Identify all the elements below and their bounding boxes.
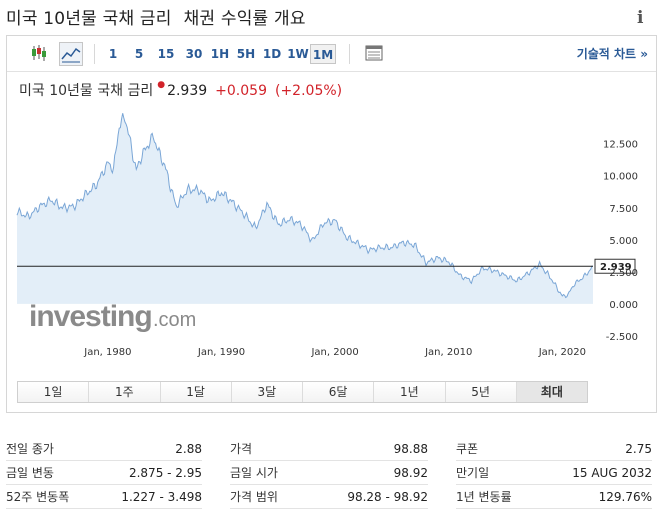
toolbar-divider: [94, 44, 95, 64]
range-6m-button[interactable]: 6달: [303, 382, 375, 402]
range-1y-button[interactable]: 1년: [374, 382, 446, 402]
interval-1d-button[interactable]: 1D: [262, 47, 282, 61]
stat-label: 전일 종가: [6, 437, 93, 461]
quote-change: +0.059: [215, 83, 267, 99]
y-tick-label: 7.500: [609, 204, 638, 215]
series-line: [16, 113, 594, 299]
range-max-button[interactable]: 최대: [516, 382, 587, 402]
logo-suffix: .com: [153, 309, 196, 331]
technical-chart-link[interactable]: 기술적 차트 »: [576, 47, 648, 61]
stat-value: 2.88: [92, 437, 202, 461]
quote-change-pct: (+2.05%): [274, 83, 343, 99]
interval-1m-button[interactable]: 1M: [310, 44, 336, 64]
stat-row: 금일 변동 2.875 - 2.95: [6, 460, 202, 485]
y-tick-label: 0.000: [609, 300, 638, 311]
interval-15-button[interactable]: 15: [157, 47, 175, 61]
stat-value: 98.88: [303, 437, 428, 461]
stat-label: 52주 변동폭: [6, 484, 93, 509]
range-1m-button[interactable]: 1달: [160, 382, 232, 402]
stat-row: 전일 종가 2.88: [6, 437, 202, 461]
y-tick-label: 10.000: [603, 172, 638, 183]
stats-column-1: 전일 종가 2.88 금일 변동 2.875 - 2.95 52주 변동폭 1.227…: [6, 437, 202, 509]
range-3m-button[interactable]: 3달: [231, 382, 303, 402]
stat-value: 2.75: [536, 437, 652, 461]
range-selector: 1일 1주 1달 3달 6달 1년 5년 최대: [17, 381, 588, 403]
y-axis: -2.500 0.000 2.500 5.000 7.500 10.000 12.500: [603, 140, 638, 343]
stat-value: 15 AUG 2032: [536, 460, 652, 485]
x-tick-label: Jan, 1980: [83, 347, 131, 358]
stat-row: 가격 98.88: [230, 437, 428, 461]
x-axis: Jan, 1980 Jan, 1990 Jan, 2000 Jan, 2010 Jan,…: [83, 347, 586, 358]
stat-label: 쿠폰: [456, 437, 537, 461]
area-chart-icon[interactable]: [59, 42, 83, 66]
stat-row: 만기일 15 AUG 2032: [456, 460, 652, 485]
x-tick-label: Jan, 2000: [310, 347, 358, 358]
range-1d-button[interactable]: 1일: [18, 382, 90, 402]
stat-value: 98.92: [303, 460, 428, 485]
y-tick-label: -2.500: [606, 332, 638, 343]
stats-column-3: 쿠폰 2.75 만기일 15 AUG 2032 1년 변동률 129.76%: [456, 437, 652, 509]
interval-1w-button[interactable]: 1W: [287, 47, 309, 61]
page-title: 미국 10년물 국채 금리 채권 수익률 개요: [6, 4, 306, 29]
y-tick-label: 2.500: [609, 268, 638, 279]
stat-row: 1년 변동률 129.76%: [456, 484, 652, 509]
chart-panel: 1 5 15 30 1H 5H 1D 1W 1M 기술적 차트 » 미국 10년…: [6, 35, 657, 413]
y-tick-label: 5.000: [609, 236, 638, 247]
stat-label: 가격: [230, 437, 304, 461]
stats-column-2: 가격 98.88 금일 시가 98.92 가격 범위 98.28 - 98.92: [230, 437, 428, 509]
stat-label: 가격 범위: [230, 484, 304, 509]
range-5y-button[interactable]: 5년: [445, 382, 517, 402]
stat-row: 금일 시가 98.92: [230, 460, 428, 485]
stat-label: 금일 시가: [230, 460, 304, 485]
range-1w-button[interactable]: 1주: [89, 382, 161, 402]
interval-5-button[interactable]: 5: [134, 47, 144, 61]
toolbar-divider: [349, 44, 350, 64]
interval-5h-button[interactable]: 5H: [236, 47, 256, 61]
x-tick-label: Jan, 2010: [424, 347, 472, 358]
investing-logo: investing .com: [29, 300, 196, 333]
live-dot-icon: ●: [157, 80, 166, 90]
x-tick-label: Jan, 2020: [538, 347, 586, 358]
quote-name: 미국 10년물 국채 금리: [19, 83, 154, 99]
subtitle-text: 채권 수익률 개요: [183, 9, 306, 29]
stat-value: 129.76%: [536, 484, 652, 509]
chart-toolbar: 1 5 15 30 1H 5H 1D 1W 1M 기술적 차트 »: [7, 36, 656, 72]
table-icon[interactable]: [363, 42, 387, 66]
stat-value: 98.28 - 98.92: [303, 484, 428, 509]
current-price-box: [594, 258, 636, 274]
candlestick-icon[interactable]: [28, 42, 52, 66]
title-text: 미국 10년물 국채 금리: [6, 9, 172, 29]
current-price-label: 2.939: [600, 262, 632, 273]
price-chart[interactable]: 2.939 -2.5000.0002.5005.0007.50010.00012…: [7, 36, 656, 376]
interval-1-button[interactable]: 1: [108, 47, 118, 61]
stat-row: 쿠폰 2.75: [456, 437, 652, 461]
logo-text: investing: [29, 300, 152, 333]
stat-row: 52주 변동폭 1.227 - 3.498: [6, 484, 202, 509]
quote-line: 미국 10년물 국채 금리 ● 2.939 +0.059 (+2.05%): [19, 80, 342, 100]
info-icon[interactable]: i: [637, 8, 644, 28]
y-tick-label: 12.500: [603, 140, 638, 151]
quote-price: 2.939: [167, 83, 208, 99]
stat-label: 금일 변동: [6, 460, 93, 485]
stat-label: 만기일: [456, 460, 537, 485]
stat-label: 1년 변동률: [456, 484, 537, 509]
interval-30-button[interactable]: 30: [185, 47, 203, 61]
interval-1h-button[interactable]: 1H: [210, 47, 230, 61]
stat-value: 1.227 - 3.498: [92, 484, 202, 509]
x-tick-label: Jan, 1990: [197, 347, 245, 358]
stat-row: 가격 범위 98.28 - 98.92: [230, 484, 428, 509]
stat-value: 2.875 - 2.95: [92, 460, 202, 485]
